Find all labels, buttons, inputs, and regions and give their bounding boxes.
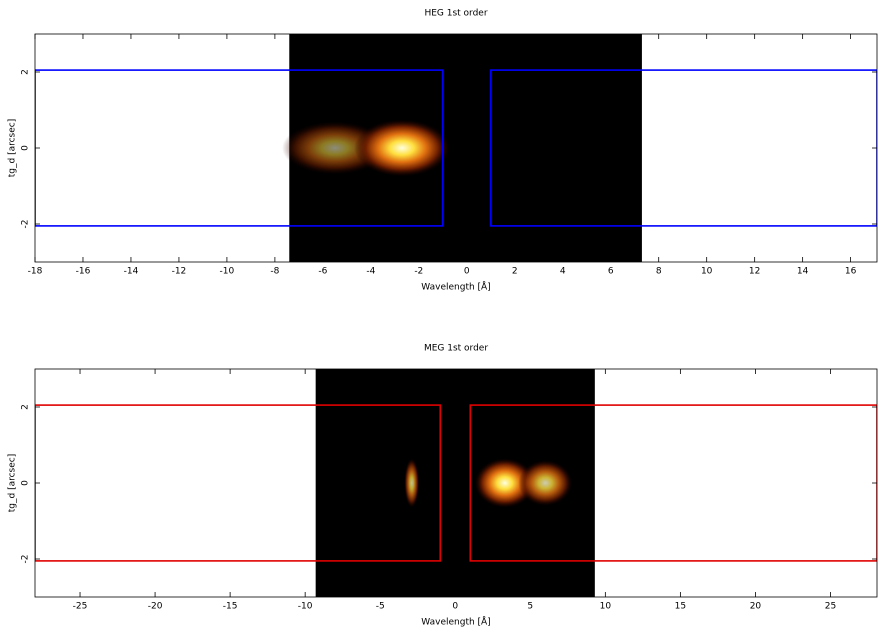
x-tick-label: -6 xyxy=(318,267,327,277)
x-tick-label: 14 xyxy=(797,267,809,277)
x-tick-label: 10 xyxy=(701,267,713,277)
x-tick-label: 0 xyxy=(452,602,458,612)
x-tick-label: -14 xyxy=(124,267,139,277)
x-axis-label: Wavelength [Å] xyxy=(421,616,490,628)
region xyxy=(469,404,877,562)
x-tick-label: -8 xyxy=(270,267,279,277)
x-tick-label: 10 xyxy=(600,602,612,612)
region xyxy=(35,404,442,562)
x-tick-label: -12 xyxy=(172,267,187,277)
x-tick-label: -10 xyxy=(298,602,313,612)
x-tick-label: -4 xyxy=(366,267,375,277)
x-tick-label: 0 xyxy=(464,267,470,277)
chart-title: HEG 1st order xyxy=(424,9,487,19)
emission xyxy=(404,458,420,508)
y-axis-label: tg_d [arcsec] xyxy=(8,454,18,512)
x-tick-label: 6 xyxy=(608,267,614,277)
x-tick-label: -10 xyxy=(220,267,235,277)
emission xyxy=(474,458,535,508)
x-tick-label: 2 xyxy=(512,267,518,277)
y-tick-label: 2 xyxy=(21,69,31,75)
y-tick-label: -2 xyxy=(21,555,31,564)
emission xyxy=(518,460,573,506)
chart-title: MEG 1st order xyxy=(424,344,488,354)
x-tick-label: -2 xyxy=(414,267,423,277)
y-tick-label: -2 xyxy=(21,220,31,229)
y-tick-label: 0 xyxy=(21,145,31,151)
region xyxy=(35,69,444,227)
y-tick-label: 0 xyxy=(21,480,31,486)
x-tick-label: -5 xyxy=(376,602,385,612)
emission xyxy=(354,119,451,177)
x-tick-label: 12 xyxy=(749,267,760,277)
y-tick-label: 2 xyxy=(21,404,31,410)
x-tick-label: -18 xyxy=(28,267,43,277)
x-tick-label: -25 xyxy=(73,602,88,612)
x-tick-label: 15 xyxy=(675,602,686,612)
x-tick-label: 8 xyxy=(656,267,662,277)
x-tick-label: 20 xyxy=(750,602,762,612)
x-tick-label: -15 xyxy=(223,602,238,612)
region xyxy=(489,69,877,227)
x-tick-label: 4 xyxy=(560,267,566,277)
x-tick-label: 16 xyxy=(845,267,857,277)
x-tick-label: -16 xyxy=(76,267,91,277)
x-axis-label: Wavelength [Å] xyxy=(421,281,490,293)
x-tick-label: 25 xyxy=(825,602,836,612)
x-tick-label: 5 xyxy=(527,602,533,612)
y-axis-label: tg_d [arcsec] xyxy=(8,119,18,177)
x-tick-label: -20 xyxy=(148,602,163,612)
